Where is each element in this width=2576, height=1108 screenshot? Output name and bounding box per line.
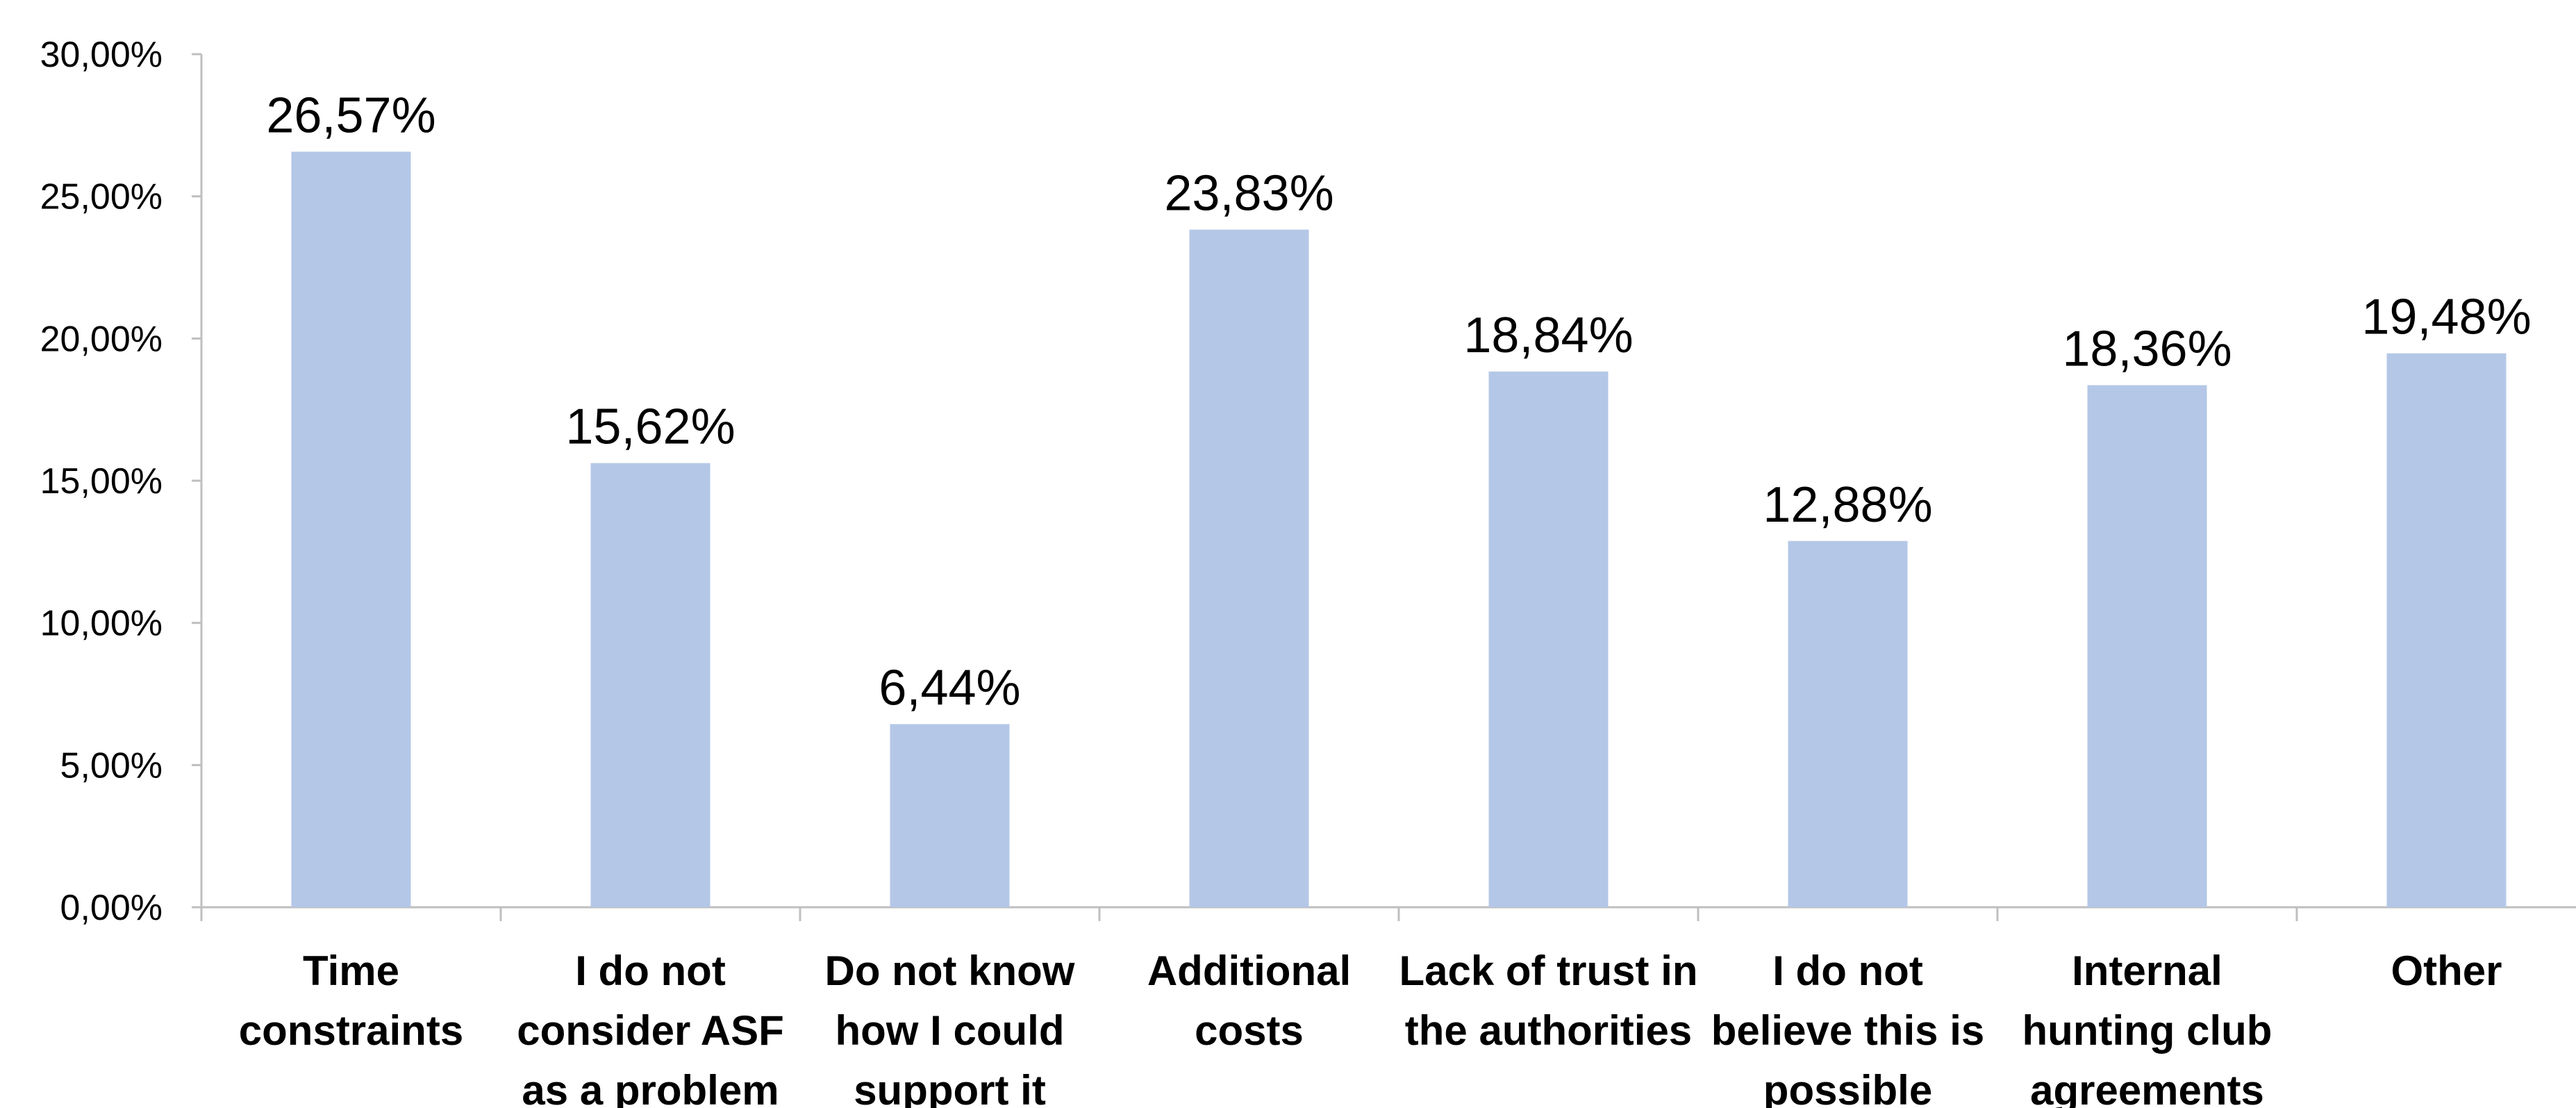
data-label: 18,36%: [2062, 321, 2232, 377]
data-label: 6,44%: [879, 660, 1020, 716]
category-label-line: Other: [2391, 948, 2502, 994]
category-label-line: Internal: [2072, 948, 2222, 994]
y-tick-label: 20,00%: [40, 319, 163, 359]
category-label: Other: [2391, 948, 2502, 994]
data-label: 23,83%: [1164, 166, 1333, 222]
data-label: 15,62%: [565, 399, 735, 455]
y-tick-label: 25,00%: [40, 177, 163, 217]
data-label: 26,57%: [266, 88, 435, 143]
bar: [1488, 371, 1609, 907]
category-label-line: consider ASF: [517, 1007, 784, 1054]
bar: [590, 463, 711, 907]
category-label: Additional costs: [1147, 948, 1351, 1054]
category-label-line: agreements: [2030, 1067, 2264, 1108]
bar: [1788, 540, 1908, 907]
bar: [1189, 229, 1309, 907]
bar: [2087, 385, 2207, 907]
bars: [291, 151, 2507, 907]
category-label-line: costs: [1195, 1007, 1304, 1054]
y-tick-label: 30,00%: [40, 35, 163, 75]
x-axis: [200, 906, 2576, 921]
y-tick-label: 10,00%: [40, 604, 163, 644]
category-label-line: hunting club: [2022, 1007, 2272, 1054]
y-tick-label: 5,00%: [60, 745, 163, 786]
category-label: I do not believe this is possible: [1711, 948, 1985, 1108]
category-label-line: the authorities: [1405, 1007, 1692, 1054]
data-label: 18,84%: [1463, 308, 1633, 363]
category-label-line: constraints: [239, 1007, 463, 1054]
bar: [2386, 353, 2507, 907]
category-label-line: as a problem: [522, 1067, 779, 1108]
category-label-line: Time: [303, 948, 399, 994]
category-label-line: how I could: [836, 1007, 1065, 1054]
category-label-line: possible: [1763, 1067, 1932, 1108]
category-labels: Time constraints I do not consider ASF as a …: [239, 948, 2502, 1108]
data-labels: 26,57% 15,62% 6,44% 23,83% 18,84% 12,88% 18,36…: [266, 88, 2531, 716]
bar: [890, 724, 1010, 907]
category-label: Lack of trust in the authorities: [1399, 948, 1697, 1054]
category-label: I do not consider ASF as a problem: [517, 948, 784, 1108]
y-tick-label: 0,00%: [60, 888, 163, 928]
y-axis: 0,00% 5,00% 10,00% 15,00% 20,00% 25,00% 30,00%: [40, 35, 203, 928]
bar: [291, 151, 411, 907]
category-label-line: I do not: [575, 948, 726, 994]
category-label: Internal hunting club agreements: [2022, 948, 2272, 1108]
category-label-line: support it: [854, 1067, 1046, 1108]
category-label: Do not know how I could support it: [825, 948, 1075, 1108]
category-label-line: Lack of trust in: [1399, 948, 1697, 994]
y-tick-label: 15,00%: [40, 461, 163, 502]
category-label-line: Additional: [1147, 948, 1351, 994]
category-label: Time constraints: [239, 948, 463, 1054]
data-label: 19,48%: [2361, 290, 2531, 345]
category-label-line: I do not: [1772, 948, 1923, 994]
category-label-line: Do not know: [825, 948, 1075, 994]
category-label-line: believe this is: [1711, 1007, 1985, 1054]
data-label: 12,88%: [1763, 477, 1932, 533]
